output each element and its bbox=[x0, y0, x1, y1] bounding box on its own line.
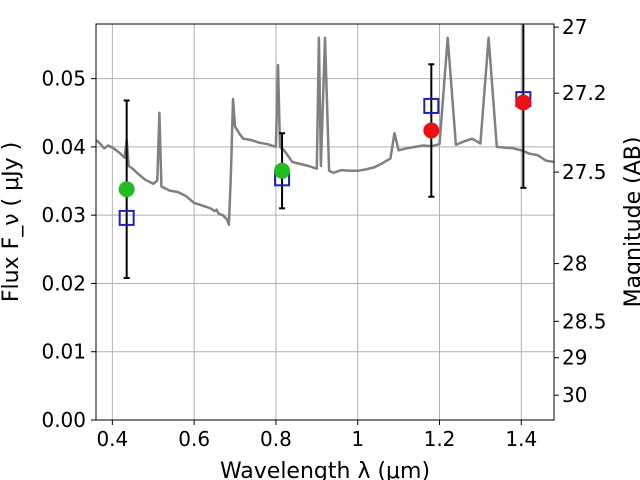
detection-point bbox=[515, 94, 532, 111]
y-tick-label: 0.00 bbox=[41, 408, 86, 432]
y2-tick-label: 27 bbox=[562, 15, 587, 39]
detection-point bbox=[423, 122, 440, 139]
model-spectrum-line bbox=[96, 36, 554, 226]
y-tick-label: 0.02 bbox=[41, 271, 86, 295]
y2-axis-label: Magnitude (AB) bbox=[621, 137, 640, 308]
y2-tick-label: 28 bbox=[562, 252, 587, 276]
points-layer bbox=[118, 24, 532, 279]
detection-point bbox=[274, 162, 291, 179]
y-tick-label: 0.03 bbox=[41, 203, 86, 227]
x-tick-label: 0.4 bbox=[96, 427, 128, 451]
y-tick-label: 0.05 bbox=[41, 67, 86, 91]
x-tick-label: 1.4 bbox=[505, 427, 537, 451]
x-tick-label: 1 bbox=[351, 427, 364, 451]
y-axis-label: Flux F_ν ( μJy ) bbox=[0, 142, 24, 302]
spectrum-layer bbox=[96, 36, 554, 226]
y2-tick-label: 27.2 bbox=[562, 81, 607, 105]
x-axis-label: Wavelength λ (μm) bbox=[220, 459, 430, 480]
y2-tick-label: 28.5 bbox=[562, 309, 607, 333]
x-tick-label: 0.8 bbox=[260, 427, 292, 451]
y2-tick-label: 30 bbox=[562, 383, 587, 407]
y-tick-label: 0.04 bbox=[41, 135, 86, 159]
model-photometry-square bbox=[423, 97, 440, 114]
x-tick-label: 1.2 bbox=[424, 427, 456, 451]
x-tick-label: 0.6 bbox=[178, 427, 210, 451]
detection-point bbox=[118, 181, 135, 198]
y2-tick-label: 29 bbox=[562, 346, 587, 370]
y-tick-label: 0.01 bbox=[41, 340, 86, 364]
y2-tick-label: 27.5 bbox=[562, 160, 607, 184]
model-photometry-square bbox=[118, 209, 135, 226]
ticks: 0.4 0.6 0.8 1 1.2 1.4 0.00 0.01 0.02 0.03 0.04 0.05… bbox=[41, 15, 606, 451]
plot-frame bbox=[95, 23, 555, 421]
